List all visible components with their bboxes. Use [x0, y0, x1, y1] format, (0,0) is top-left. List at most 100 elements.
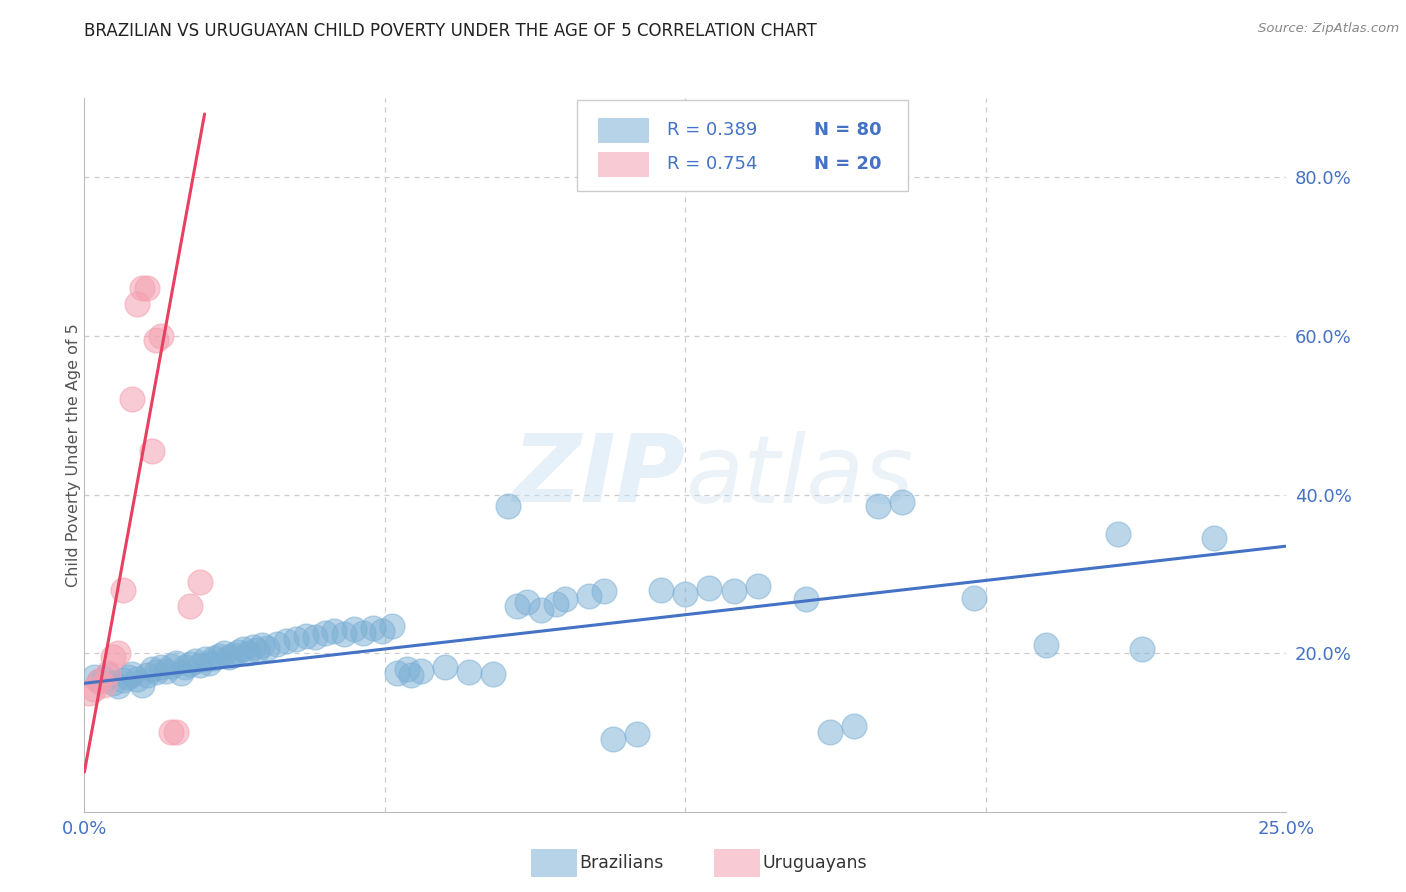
Point [135, 668, 157, 682]
Point [385, 665, 408, 680]
Point [381, 619, 404, 633]
Point [117, 670, 139, 684]
FancyBboxPatch shape [578, 100, 908, 191]
Point [103, 650, 125, 665]
Point [242, 640, 264, 654]
Point [179, 599, 201, 613]
Point [723, 584, 745, 599]
Point [794, 592, 817, 607]
Point [226, 644, 249, 658]
Point [165, 725, 187, 739]
Point [361, 621, 384, 635]
Point [111, 582, 134, 597]
Point [314, 626, 336, 640]
Point [160, 725, 183, 739]
Point [304, 630, 326, 644]
Point [83, 681, 105, 696]
Point [169, 665, 191, 680]
Point [127, 297, 149, 311]
Point [516, 594, 538, 608]
Point [1204, 531, 1226, 545]
Point [963, 591, 986, 605]
Point [107, 680, 129, 694]
Point [554, 592, 576, 607]
Text: Brazilians: Brazilians [579, 854, 664, 871]
Text: N = 20: N = 20 [814, 155, 882, 173]
Point [194, 652, 217, 666]
Point [675, 587, 697, 601]
Point [371, 624, 394, 638]
Point [150, 329, 173, 343]
Point [256, 640, 278, 655]
Point [747, 579, 769, 593]
Point [602, 731, 624, 746]
Point [212, 646, 235, 660]
Point [401, 668, 423, 682]
Point [83, 670, 105, 684]
Point [578, 589, 600, 603]
Point [458, 665, 481, 680]
Point [188, 658, 211, 673]
Point [1035, 638, 1057, 652]
Point [246, 643, 269, 657]
Point [165, 656, 187, 670]
Point [218, 650, 240, 665]
Point [333, 627, 356, 641]
FancyBboxPatch shape [598, 152, 648, 176]
Point [409, 664, 432, 678]
Point [818, 725, 841, 739]
Point [174, 660, 197, 674]
Point [482, 666, 505, 681]
Point [184, 654, 207, 668]
Point [150, 660, 173, 674]
Point [208, 649, 231, 664]
Point [135, 281, 157, 295]
Point [111, 673, 134, 687]
Point [294, 629, 316, 643]
Point [252, 638, 274, 652]
Point [145, 333, 167, 347]
Point [121, 392, 143, 407]
Point [145, 665, 167, 680]
Point [107, 646, 129, 660]
Y-axis label: Child Poverty Under the Age of 5: Child Poverty Under the Age of 5 [66, 323, 80, 587]
Point [276, 634, 298, 648]
Text: atlas: atlas [686, 431, 914, 522]
Point [87, 673, 110, 688]
Point [496, 500, 519, 514]
Point [395, 662, 418, 676]
Text: ZIP: ZIP [513, 430, 686, 523]
Point [141, 662, 163, 676]
Point [352, 625, 374, 640]
Point [97, 665, 120, 680]
Point [343, 623, 366, 637]
Point [284, 632, 307, 646]
Point [188, 574, 211, 589]
Text: R = 0.389: R = 0.389 [668, 121, 758, 139]
Text: Uruguayans: Uruguayans [762, 854, 866, 871]
Point [97, 668, 120, 682]
Point [626, 727, 648, 741]
Point [222, 648, 245, 662]
Point [131, 678, 153, 692]
Point [236, 646, 259, 660]
Point [544, 597, 567, 611]
Point [866, 500, 889, 514]
Point [323, 624, 346, 638]
Point [890, 495, 912, 509]
Point [699, 581, 721, 595]
Point [103, 676, 125, 690]
Text: R = 0.754: R = 0.754 [668, 155, 758, 173]
Point [77, 686, 100, 700]
Point [93, 678, 115, 692]
FancyBboxPatch shape [598, 118, 648, 143]
Point [160, 658, 183, 673]
Point [530, 602, 553, 616]
Point [131, 281, 153, 295]
Point [155, 664, 177, 678]
Point [506, 599, 529, 613]
Point [434, 660, 457, 674]
Text: Source: ZipAtlas.com: Source: ZipAtlas.com [1258, 22, 1399, 36]
Point [842, 719, 865, 733]
Point [121, 666, 143, 681]
